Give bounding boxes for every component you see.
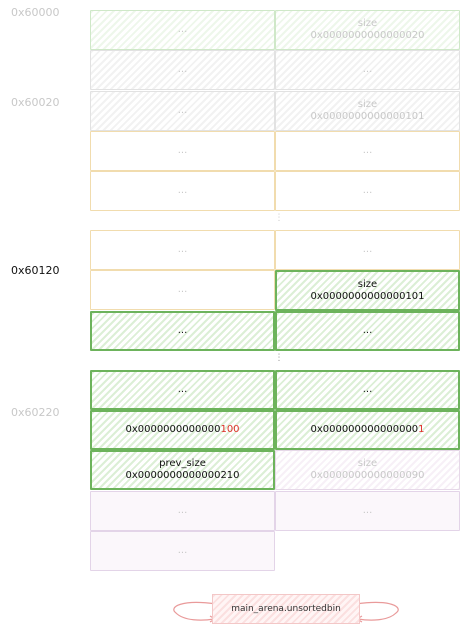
- memory-cell-right: ...: [275, 370, 460, 410]
- address-label-0x60220: 0x60220: [11, 406, 60, 419]
- memory-cell-left: ...: [90, 270, 275, 310]
- memory-cell-left: ...: [90, 311, 275, 351]
- highlight-value: 100: [220, 424, 240, 435]
- unsorted-bin-node: main_arena.unsortedbin: [168, 591, 404, 631]
- memory-cell-left: ...: [90, 230, 275, 270]
- memory-cell-size-field: size 0x0000000000000101: [275, 91, 460, 131]
- memory-cell-left: ...: [90, 171, 275, 211]
- unsorted-bin-label: main_arena.unsortedbin: [212, 594, 360, 624]
- address-label-0x60000: 0x60000: [11, 6, 60, 19]
- memory-cell-left: ...: [90, 370, 275, 410]
- memory-cell-size-field: size 0x0000000000000090: [275, 450, 460, 490]
- gap-dots: ⋮: [274, 213, 284, 223]
- memory-cell-size-field: size 0x0000000000000020: [275, 10, 460, 50]
- memory-cell-right: ...: [275, 491, 460, 531]
- memory-cell-right: ...: [275, 131, 460, 171]
- memory-cell-right: ...: [275, 230, 460, 270]
- memory-cell-prev-size-value: 0x0000000000000 100: [90, 410, 275, 450]
- gap-dots: ⋮: [274, 353, 284, 363]
- memory-cell-left: ...: [90, 50, 275, 90]
- memory-cell-left: ...: [90, 131, 275, 171]
- memory-cell-right: ...: [275, 171, 460, 211]
- memory-cell-size-value: 0x000000000000000 1: [275, 410, 460, 450]
- memory-cell-left: ...: [90, 491, 275, 531]
- memory-cell-left: ...: [90, 10, 275, 50]
- memory-cell-prev-size-field: prev_size 0x0000000000000210: [90, 450, 275, 490]
- address-label-0x60020: 0x60020: [11, 96, 60, 109]
- address-label-0x60120: 0x60120: [11, 264, 60, 277]
- memory-cell-size-field: size 0x0000000000000101: [275, 270, 460, 311]
- unsorted-bin-loop-arrows: [173, 601, 399, 623]
- memory-cell-right: ...: [275, 311, 460, 351]
- memory-cell-left: ...: [90, 91, 275, 131]
- memory-cell-left: ...: [90, 531, 275, 571]
- memory-cell-right: ...: [275, 50, 460, 90]
- highlight-value: 1: [418, 424, 425, 435]
